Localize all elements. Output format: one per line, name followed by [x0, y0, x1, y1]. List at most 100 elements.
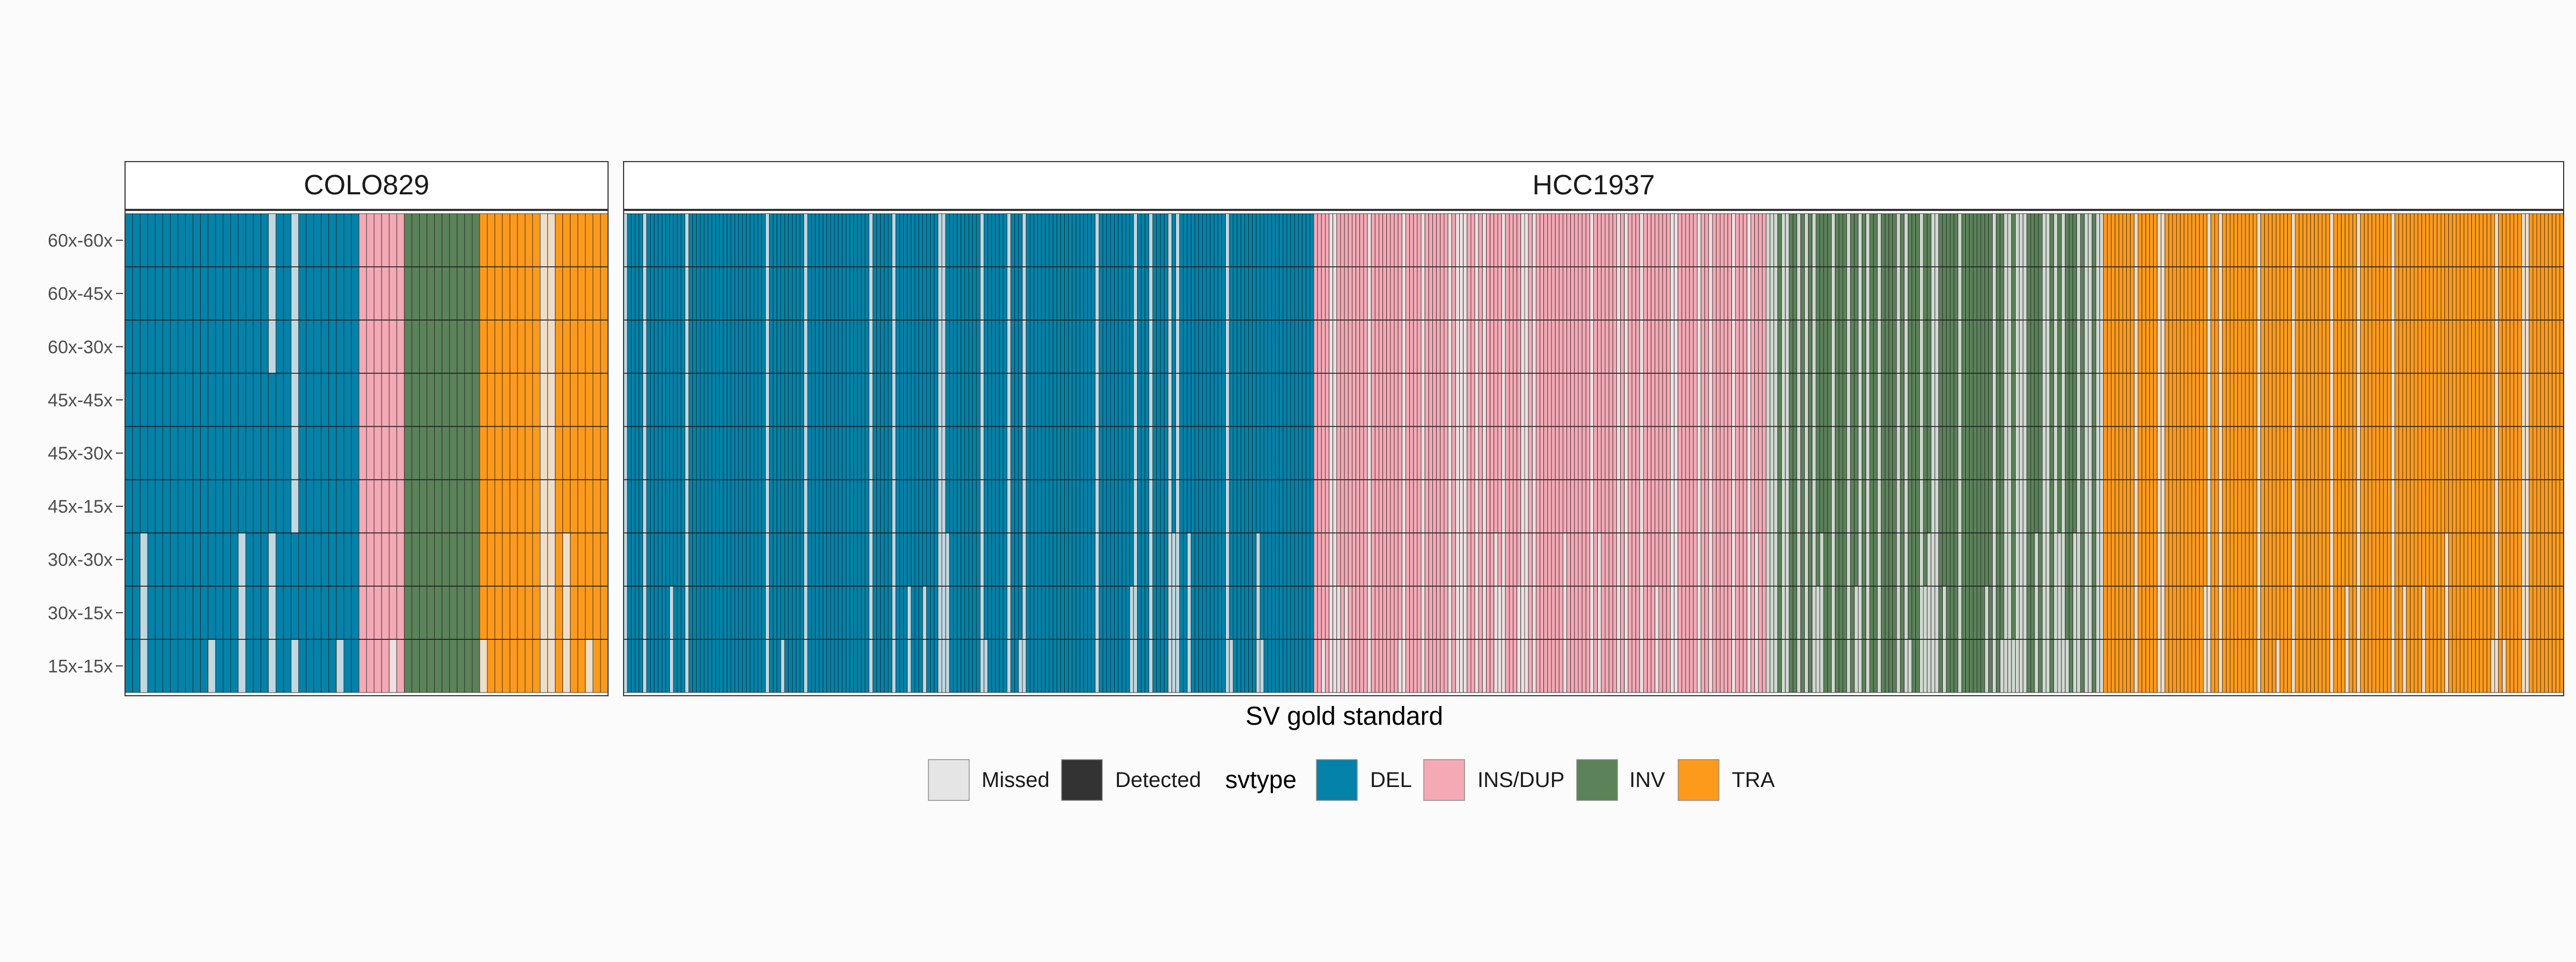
detected-column [313, 213, 322, 693]
detected-column [2517, 213, 2522, 693]
detected-column [1394, 213, 1399, 693]
missed-tile [1919, 213, 1924, 693]
detected-column [1651, 213, 1656, 693]
detected-column [1037, 213, 1042, 693]
detected-column [650, 213, 655, 693]
detected-column [1540, 213, 1545, 693]
missed-tile [1133, 213, 1138, 693]
detected-column [1789, 213, 1794, 693]
detected-column [899, 213, 904, 693]
detected-column [734, 213, 739, 693]
detected-column [1091, 213, 1096, 693]
missed-tile [2445, 533, 2449, 693]
detected-column [1190, 213, 1195, 693]
detected-column [2226, 213, 2230, 693]
legend-del: DEL [1316, 759, 1412, 801]
detected-column [1478, 213, 1483, 693]
detected-column [1356, 213, 1360, 693]
facet-strip [125, 161, 609, 210]
detected-column [1558, 213, 1563, 693]
detected-column [2260, 213, 2265, 693]
detected-column [2475, 213, 2480, 693]
detected-column [2299, 213, 2303, 693]
detected-column [1969, 213, 1974, 693]
detected-column [2348, 213, 2353, 693]
detected-column [1252, 213, 1257, 693]
detected-column [517, 213, 525, 693]
detected-column [2506, 213, 2511, 693]
missed-tile [1168, 213, 1173, 693]
detected-column [1685, 213, 1690, 693]
detected-column [1056, 213, 1061, 693]
detected-column [427, 213, 435, 693]
detected-column [1835, 213, 1840, 693]
detected-column [995, 213, 1000, 693]
detected-column [903, 213, 908, 693]
missed-tile [2073, 533, 2077, 693]
detected-column [665, 213, 670, 693]
detected-column [704, 213, 708, 693]
missed-tile [2084, 213, 2089, 693]
detected-column [2410, 213, 2414, 693]
detected-column [1275, 213, 1280, 693]
detected-column [1202, 213, 1207, 693]
missed-tile [2161, 213, 2165, 693]
detected-column [1359, 213, 1364, 693]
detected-column [2038, 213, 2043, 693]
detected-column [2540, 213, 2545, 693]
detected-column [1348, 213, 1352, 693]
detected-column [1294, 213, 1299, 693]
detected-column [2360, 213, 2365, 693]
detected-column [1267, 213, 1272, 693]
missed-tile [1501, 213, 1506, 693]
detected-column [1087, 213, 1092, 693]
detected-column [2114, 213, 2119, 693]
detected-column [857, 213, 862, 693]
detected-column [1842, 213, 1847, 693]
detected-column [2030, 213, 2035, 693]
detected-column [419, 213, 427, 693]
detected-column [1681, 213, 1686, 693]
legend-label: TRA [1732, 768, 1775, 792]
detected-column [2325, 213, 2330, 693]
y-tick-label: 60x-45x [48, 284, 113, 304]
detected-column [381, 213, 390, 693]
detected-column [328, 213, 337, 693]
detected-column [1535, 213, 1540, 693]
detected-column [1374, 213, 1379, 693]
detected-column [2176, 213, 2180, 693]
missed-tile [1401, 213, 1406, 693]
detected-column [2352, 213, 2357, 693]
detected-column [2080, 213, 2085, 693]
detected-column [2199, 213, 2204, 693]
detected-column [1751, 213, 1755, 693]
detected-column [2234, 213, 2238, 693]
detected-column [2337, 213, 2342, 693]
detected-column [2275, 213, 2280, 693]
detected-column [976, 213, 980, 693]
detected-column [2552, 213, 2557, 693]
detected-column [1977, 213, 1981, 693]
missed-tile [1459, 213, 1463, 693]
detected-column [753, 213, 758, 693]
missed-tile [2157, 213, 2162, 693]
detected-column [1060, 213, 1065, 693]
detected-column [2168, 213, 2173, 693]
missed-tile [2019, 213, 2024, 693]
missed-tile [336, 639, 345, 693]
detected-column [1543, 213, 1548, 693]
detected-column [2287, 213, 2292, 693]
detected-column [1643, 213, 1648, 693]
detected-column [343, 213, 352, 693]
detected-column [155, 213, 163, 693]
missed-tile [1781, 213, 1786, 693]
detected-column [321, 213, 330, 693]
detected-column [707, 213, 712, 693]
detected-column [1513, 213, 1518, 693]
missed-tile [2088, 213, 2092, 693]
detected-column [1605, 213, 1609, 693]
detected-column [1075, 213, 1080, 693]
detected-column [2241, 213, 2246, 693]
detected-column [1014, 213, 1019, 693]
detected-column [502, 213, 510, 693]
